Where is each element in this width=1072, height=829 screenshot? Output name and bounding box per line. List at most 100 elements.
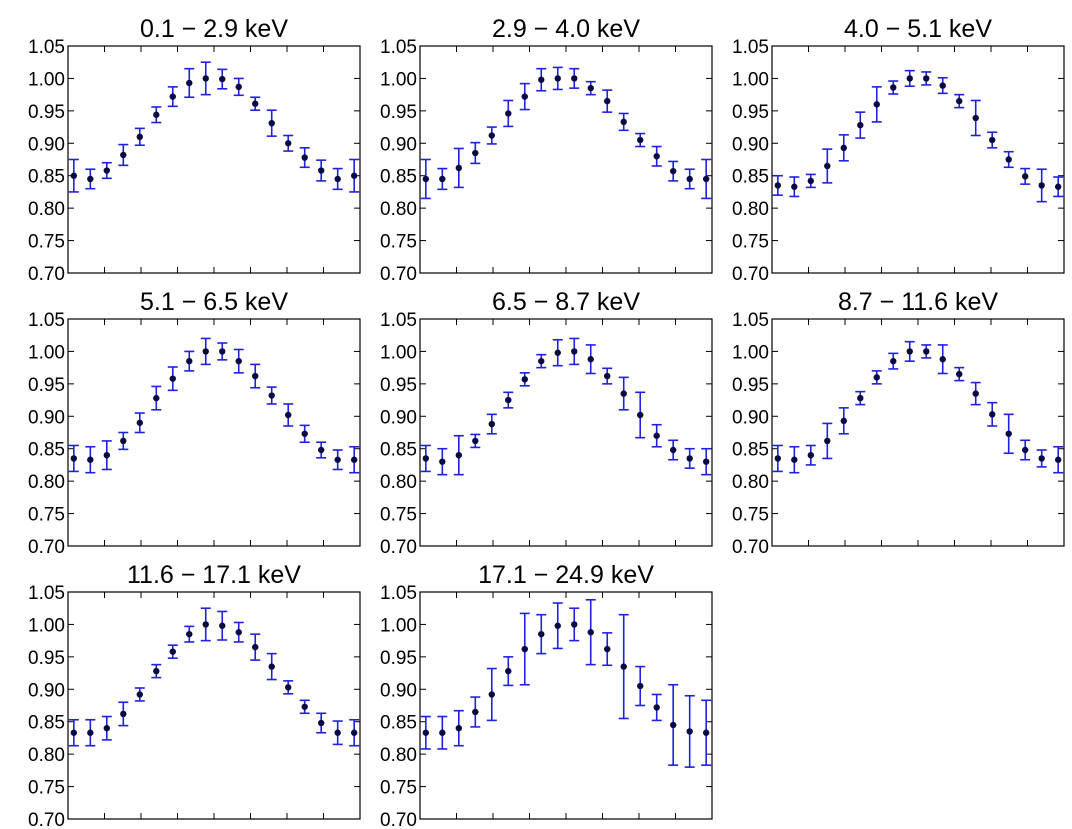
y-tick-label: 0.95 [732, 102, 769, 123]
data-point [422, 729, 430, 736]
y-tick-label: 0.80 [28, 472, 65, 493]
data-point [103, 452, 111, 459]
data-layer [772, 69, 1064, 203]
data-point [153, 667, 160, 675]
panel-title: 11.6 − 17.1 keV [127, 561, 301, 589]
data-point [334, 456, 341, 463]
y-tick-label: 0.85 [732, 440, 769, 461]
axes-frame [67, 45, 361, 274]
data-layer [420, 66, 712, 200]
data-point [857, 394, 864, 402]
data-point [455, 725, 463, 732]
y-tick-label: 0.90 [28, 407, 65, 428]
data-point [301, 430, 308, 437]
data-point [620, 118, 627, 126]
data-point [538, 357, 545, 365]
data-layer [68, 607, 360, 747]
y-tick-label: 1.00 [380, 69, 417, 90]
data-point [807, 452, 815, 459]
data-point [1021, 173, 1029, 180]
data-point [939, 356, 946, 363]
data-point [120, 151, 127, 159]
y-tick-label: 0.95 [28, 375, 65, 396]
axes-frame [419, 45, 713, 274]
y-tick-label: 1.00 [28, 69, 65, 90]
axes-frame [419, 591, 713, 820]
y-tick-label: 0.70 [28, 264, 65, 285]
panel-1: 0.1 − 2.9 keV 1.05 1.00 0.95 0.90 0.85 0.80 0.7… [28, 15, 361, 285]
data-point [554, 75, 561, 82]
data-point [252, 643, 259, 651]
data-point [219, 75, 226, 83]
y-tick-label: 1.05 [732, 37, 769, 58]
y-tick-label: 0.80 [732, 199, 769, 220]
y-tick-label: 0.95 [28, 102, 65, 123]
data-point [538, 630, 545, 638]
data-point [1021, 446, 1029, 454]
y-tick-label: 0.70 [380, 537, 417, 558]
data-point [317, 167, 325, 174]
y-tick-label: 1.00 [732, 342, 769, 363]
data-point [285, 411, 292, 419]
data-point [571, 75, 578, 82]
data-point [890, 84, 897, 91]
axes-frame [67, 318, 361, 547]
data-point [906, 348, 913, 355]
data-point [669, 446, 677, 454]
panel-5: 6.5 − 8.7 keV 1.05 1.00 0.95 0.90 0.85 0.80 0.7… [380, 288, 713, 558]
data-point [268, 119, 275, 127]
y-tick-label: 0.85 [380, 167, 417, 188]
data-layer [420, 598, 712, 768]
y-tick-label: 0.95 [732, 375, 769, 396]
y-tick-label: 0.95 [28, 648, 65, 669]
data-point [219, 348, 226, 355]
data-point [87, 729, 94, 736]
y-tick-label: 1.05 [380, 37, 417, 58]
data-point [350, 456, 358, 463]
data-point [70, 455, 78, 462]
data-point [906, 75, 913, 82]
data-point [890, 357, 897, 365]
data-point [637, 136, 644, 144]
y-tick-label: 0.85 [28, 713, 65, 734]
data-point [472, 149, 479, 157]
data-point [202, 75, 209, 82]
data-point [774, 182, 782, 189]
y-tick-label: 1.00 [380, 615, 417, 636]
data-point [989, 411, 996, 418]
data-point [604, 372, 611, 380]
panel-8: 17.1 − 24.9 keV 1.05 1.00 0.95 0.90 0.85 0.80 0… [380, 561, 713, 829]
data-point [1005, 156, 1012, 163]
data-point [103, 167, 111, 174]
data-point [774, 455, 782, 462]
data-point [604, 97, 611, 105]
y-tick-label: 0.90 [732, 134, 769, 155]
axes-frame [419, 318, 713, 547]
y-tick-label: 0.95 [380, 102, 417, 123]
data-point [505, 396, 512, 404]
data-point [252, 372, 259, 380]
data-point [637, 682, 644, 690]
data-layer [68, 337, 360, 474]
data-point [186, 630, 193, 638]
data-point [571, 348, 578, 355]
y-tick-label: 0.70 [28, 537, 65, 558]
data-point [505, 110, 512, 117]
panel-6: 8.7 − 11.6 keV 1.05 1.00 0.95 0.90 0.85 0.80 0.… [732, 288, 1065, 558]
panel-title: 6.5 − 8.7 keV [492, 288, 640, 316]
data-point [70, 729, 78, 736]
panel-title: 8.7 − 11.6 keV [838, 288, 998, 316]
data-point [1005, 430, 1012, 437]
data-point [202, 621, 209, 628]
data-point [169, 648, 176, 655]
y-tick-label: 1.05 [732, 310, 769, 331]
data-point [620, 390, 627, 397]
data-point [317, 446, 325, 454]
y-tick-label: 0.80 [732, 472, 769, 493]
data-point [538, 76, 545, 83]
data-point [840, 144, 847, 152]
data-point [686, 175, 693, 183]
data-point [136, 691, 143, 698]
data-point [972, 114, 979, 122]
data-point [620, 663, 627, 670]
